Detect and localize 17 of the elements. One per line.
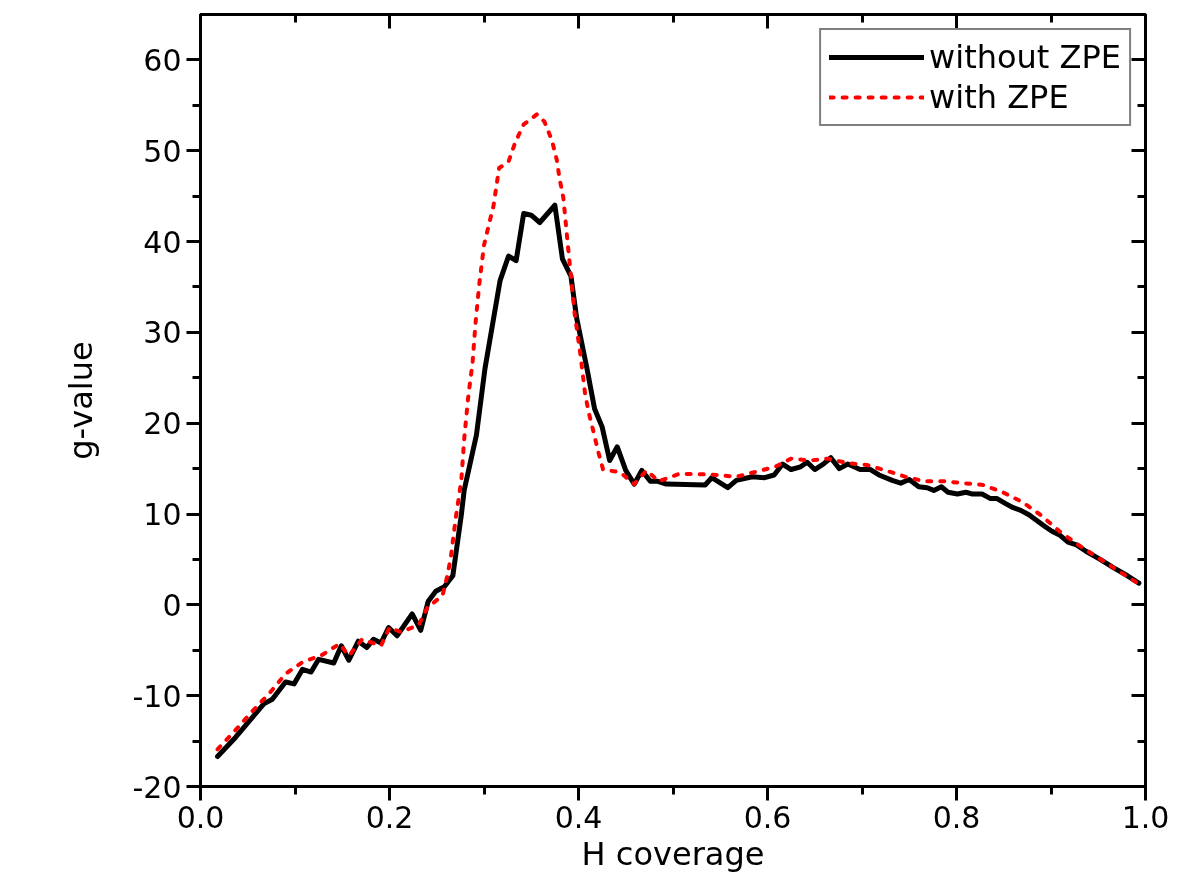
x-tick-label: 1.0 (1121, 799, 1170, 835)
y-tick-label: 50 (143, 133, 182, 169)
legend-label: without ZPE (929, 38, 1121, 76)
x-axis-title: H coverage (581, 834, 765, 873)
y-tick-label: 30 (143, 315, 182, 351)
legend-label: with ZPE (929, 78, 1069, 116)
y-tick-label: 40 (143, 224, 182, 260)
y-tick-label: 20 (143, 406, 182, 442)
y-axis-title: g-value (61, 341, 100, 460)
y-tick-label: -10 (132, 678, 182, 714)
y-tick-label: 60 (143, 42, 182, 78)
x-tick-label: 0.2 (365, 799, 414, 835)
y-tick-label: 0 (162, 587, 182, 623)
x-tick-label: 0.4 (554, 799, 603, 835)
y-tick-label: 10 (143, 497, 182, 533)
x-tick-label: 0.6 (743, 799, 792, 835)
x-tick-label: 0.8 (932, 799, 981, 835)
